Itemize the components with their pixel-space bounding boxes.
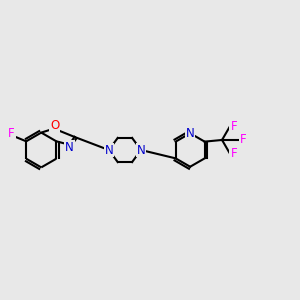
Text: F: F — [230, 147, 237, 160]
Text: F: F — [240, 134, 246, 146]
Text: O: O — [50, 119, 59, 132]
Text: N: N — [65, 141, 74, 154]
Text: N: N — [104, 143, 113, 157]
Text: N: N — [136, 143, 145, 157]
Text: F: F — [230, 120, 237, 133]
Text: F: F — [8, 127, 15, 140]
Text: N: N — [186, 127, 194, 140]
